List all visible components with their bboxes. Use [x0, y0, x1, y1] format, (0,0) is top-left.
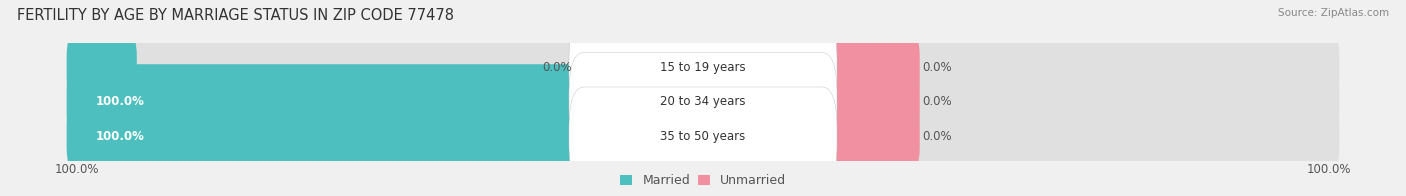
Legend: Married, Unmarried: Married, Unmarried: [614, 169, 792, 192]
Text: FERTILITY BY AGE BY MARRIAGE STATUS IN ZIP CODE 77478: FERTILITY BY AGE BY MARRIAGE STATUS IN Z…: [17, 8, 454, 23]
FancyBboxPatch shape: [813, 99, 920, 174]
Text: 0.0%: 0.0%: [922, 95, 952, 108]
FancyBboxPatch shape: [813, 64, 920, 140]
Text: 35 to 50 years: 35 to 50 years: [661, 130, 745, 143]
FancyBboxPatch shape: [66, 30, 1340, 105]
FancyBboxPatch shape: [569, 18, 837, 117]
Text: 0.0%: 0.0%: [922, 130, 952, 143]
FancyBboxPatch shape: [66, 99, 593, 174]
Text: 0.0%: 0.0%: [541, 61, 571, 74]
FancyBboxPatch shape: [813, 30, 920, 105]
FancyBboxPatch shape: [66, 64, 593, 140]
Text: Source: ZipAtlas.com: Source: ZipAtlas.com: [1278, 8, 1389, 18]
Text: 100.0%: 100.0%: [55, 163, 98, 176]
Text: 0.0%: 0.0%: [922, 61, 952, 74]
FancyBboxPatch shape: [66, 99, 1340, 174]
FancyBboxPatch shape: [569, 87, 837, 186]
FancyBboxPatch shape: [66, 30, 136, 105]
Text: 100.0%: 100.0%: [96, 130, 145, 143]
Text: 15 to 19 years: 15 to 19 years: [661, 61, 745, 74]
FancyBboxPatch shape: [66, 64, 1340, 140]
Text: 100.0%: 100.0%: [96, 95, 145, 108]
Text: 20 to 34 years: 20 to 34 years: [661, 95, 745, 108]
FancyBboxPatch shape: [569, 52, 837, 152]
Text: 100.0%: 100.0%: [1308, 163, 1351, 176]
